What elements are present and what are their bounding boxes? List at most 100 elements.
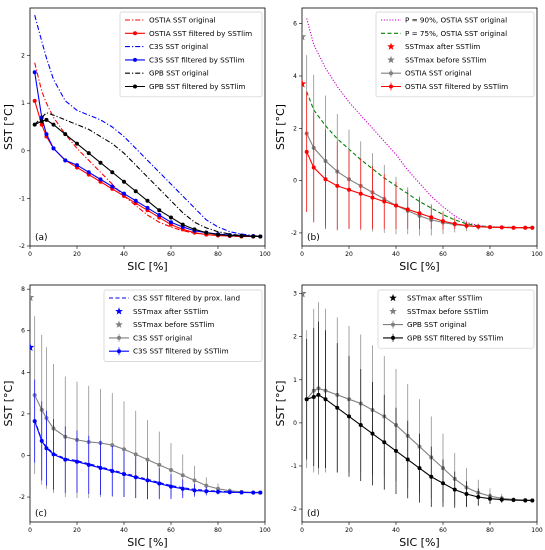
- data-point: [488, 225, 492, 230]
- series-line: [306, 394, 533, 502]
- legend-marker: [387, 55, 395, 64]
- data-point: [323, 397, 328, 402]
- x-tick-label: 20: [73, 527, 81, 534]
- data-point: [122, 447, 126, 452]
- x-tick-label: 60: [167, 527, 175, 534]
- data-point: [335, 405, 340, 410]
- legend-marker: [387, 42, 395, 50]
- data-point: [335, 183, 340, 188]
- legend-label: GPB SST original: [149, 69, 209, 78]
- plot-frame: [29, 7, 266, 247]
- series-line: [34, 112, 261, 238]
- data-point: [110, 184, 115, 189]
- legend-marker: [389, 84, 393, 89]
- data-point: [145, 198, 150, 203]
- y-tick-label: 4: [293, 73, 297, 80]
- star-marker: [30, 342, 35, 352]
- data-point: [44, 117, 49, 122]
- series-4: [32, 379, 263, 500]
- x-tick-label: 0: [300, 527, 304, 534]
- legend-box: [103, 289, 263, 362]
- data-point: [452, 487, 457, 492]
- x-tick-label: 20: [345, 527, 353, 534]
- legend: OSTIA SST original OSTIA SST filtered by …: [119, 11, 263, 98]
- data-point: [511, 498, 516, 503]
- data-point: [476, 495, 481, 500]
- legend-label: GPB SST filtered by SSTlim: [149, 82, 245, 91]
- y-tick-label: 1: [21, 100, 25, 107]
- legend-marker: [115, 307, 123, 315]
- series-1: [32, 98, 263, 239]
- legend-label: P = 75%, OSTIA SST original: [405, 29, 507, 38]
- data-point: [452, 221, 457, 226]
- series-5: [304, 91, 535, 231]
- data-point: [192, 488, 197, 493]
- data-point: [347, 187, 351, 192]
- series-4: [34, 112, 261, 238]
- data-point: [63, 457, 68, 462]
- legend-entry: P = 75%, OSTIA SST original: [381, 29, 507, 38]
- data-point: [98, 177, 103, 182]
- y-tick-label: 0: [21, 452, 25, 459]
- data-point: [86, 151, 91, 156]
- series-3: [304, 321, 535, 508]
- data-point: [145, 457, 150, 462]
- data-point: [358, 191, 363, 196]
- legend-marker: [389, 294, 397, 302]
- data-point: [110, 469, 115, 474]
- data-point: [429, 215, 434, 220]
- series-line: [306, 18, 533, 229]
- x-tick-label: 100: [531, 251, 543, 258]
- x-axis-label: SIC [%]: [127, 536, 167, 549]
- x-tick-label: 20: [345, 251, 353, 258]
- legend-marker: [115, 320, 123, 328]
- data-point: [530, 225, 535, 230]
- data-point: [180, 486, 185, 491]
- series-line: [34, 119, 261, 238]
- series-2: [34, 14, 261, 238]
- series-2: [302, 79, 307, 88]
- series-1: [302, 289, 307, 298]
- data-point: [75, 141, 79, 146]
- panel-label: (a): [35, 233, 48, 243]
- legend: SSTmax after SSTlim SSTmax before SSTlim G…: [377, 289, 535, 349]
- data-point: [145, 205, 150, 210]
- legend-entry: SSTmax after SSTlim: [115, 307, 208, 316]
- star-marker: [30, 292, 35, 302]
- y-tick-label: 2: [293, 334, 297, 341]
- y-tick-label: 0: [293, 178, 297, 185]
- series-line: [34, 419, 261, 494]
- x-tick-label: 40: [120, 251, 128, 258]
- legend-box: [377, 289, 535, 349]
- data-point: [417, 466, 422, 471]
- legend-entry: SSTmax before SSTlim: [387, 55, 486, 64]
- legend-label: C3S SST original: [133, 333, 192, 342]
- data-point: [133, 198, 138, 203]
- data-point: [323, 177, 328, 182]
- plot-frame: [29, 284, 266, 523]
- y-axis-label: SST [°C]: [274, 104, 287, 150]
- data-point: [227, 490, 232, 495]
- series-0: [34, 419, 261, 494]
- chart-panel-d: 0 20 40 60 80 100 -2 -1 0 1 2 3 SIC [%] SST [°C] (d) SS…: [274, 284, 543, 549]
- x-tick-label: 80: [486, 527, 494, 534]
- plot-area: [302, 18, 535, 236]
- data-point: [133, 475, 138, 480]
- y-tick-label: -1: [291, 463, 297, 470]
- legend-entry: GPB SST original: [125, 69, 209, 78]
- data-point: [44, 132, 49, 137]
- data-point: [86, 462, 91, 467]
- y-tick-label: 4: [21, 369, 25, 376]
- legend-label: OSTIA SST original: [149, 16, 216, 25]
- data-point: [32, 122, 37, 127]
- data-point: [180, 222, 185, 227]
- data-point: [98, 160, 103, 165]
- legend-label: OSTIA SST original: [405, 69, 472, 78]
- data-point: [464, 491, 469, 496]
- data-point: [251, 234, 256, 239]
- data-point: [32, 98, 37, 103]
- data-point: [39, 119, 44, 124]
- legend-entry: SSTmax after SSTlim: [389, 294, 482, 303]
- legend-label: GPB SST original: [407, 320, 467, 329]
- data-point: [51, 146, 56, 151]
